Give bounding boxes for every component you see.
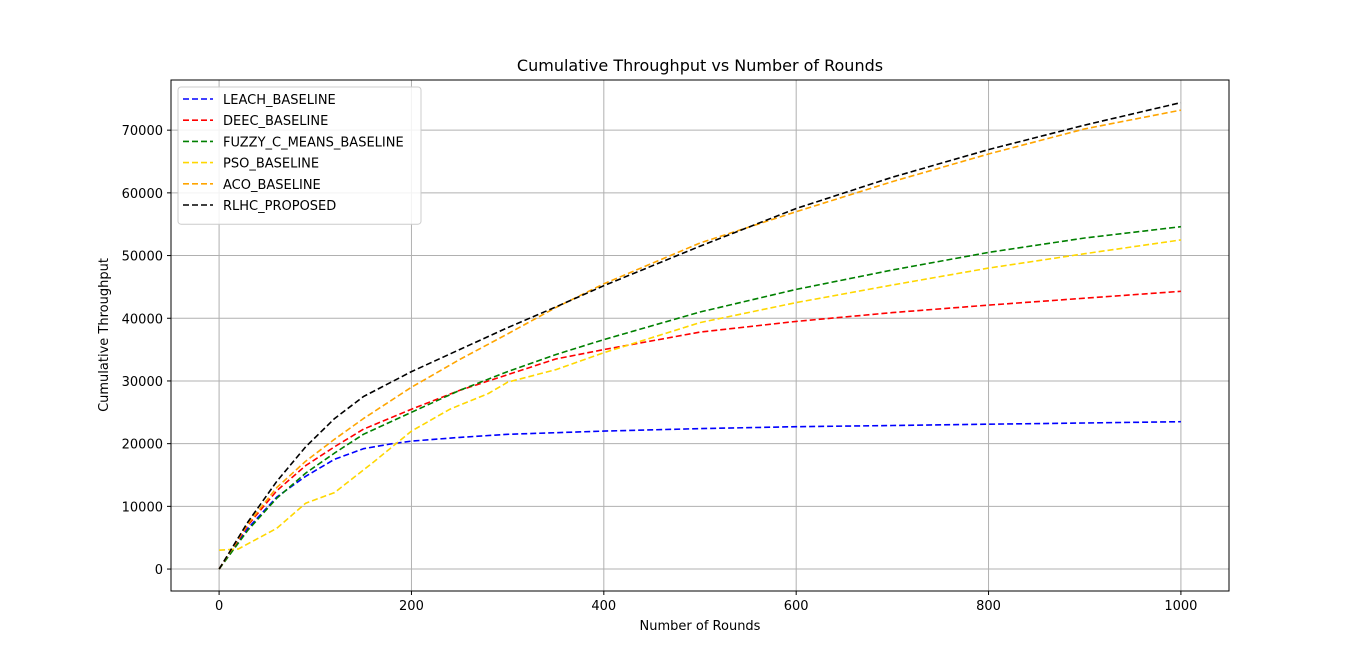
x-tick-label: 800: [976, 599, 1001, 614]
plot-area-frame: [170, 79, 1230, 592]
y-tick-label: 40000: [122, 312, 163, 327]
x-tick-label: 600: [784, 599, 809, 614]
legend-box: [177, 86, 422, 225]
legend-label: PSO_BASELINE: [223, 157, 319, 172]
x-tick-label: 1000: [1164, 599, 1197, 614]
series-line-aco-baseline: [218, 109, 1182, 570]
y-tick-label: 50000: [122, 250, 163, 265]
y-tick-label: 60000: [122, 187, 163, 202]
y-tick-label: 70000: [122, 124, 163, 139]
y-tick-label: 20000: [122, 438, 163, 453]
x-axis-label: Number of Rounds: [640, 619, 761, 634]
y-tick-label: 10000: [122, 500, 163, 515]
x-tick-label: 0: [215, 599, 223, 614]
y-tick-label: 0: [155, 563, 163, 578]
legend-label: RLHC_PROPOSED: [223, 199, 336, 214]
legend-label: FUZZY_C_MEANS_BASELINE: [223, 135, 404, 150]
chart-title: Cumulative Throughput vs Number of Round…: [517, 56, 883, 75]
legend-label: LEACH_BASELINE: [223, 93, 336, 108]
series-line-pso-baseline: [219, 239, 1182, 551]
grid-lines: [171, 80, 1229, 591]
y-tick-label: 30000: [122, 375, 163, 390]
x-tick-label: 200: [399, 599, 424, 614]
series-line-rlhc-proposed: [218, 101, 1182, 570]
series-line-deec-baseline: [218, 290, 1181, 570]
x-tick-label: 400: [591, 599, 616, 614]
legend-label: DEEC_BASELINE: [223, 114, 328, 129]
series-line-fuzzy-c-means-baseline: [218, 225, 1181, 570]
axis-ticks: 0 200 400 600 800 100001000020000300004000050…: [122, 124, 1198, 614]
series-lines: [218, 101, 1182, 570]
series-line-leach-baseline: [218, 420, 1181, 570]
legend: LEACH_BASELINE DEEC_BASELINE FUZZY_C_MEANS…: [177, 86, 422, 225]
legend-label: ACO_BASELINE: [223, 178, 321, 193]
y-axis-label: Cumulative Throughput: [97, 258, 112, 412]
